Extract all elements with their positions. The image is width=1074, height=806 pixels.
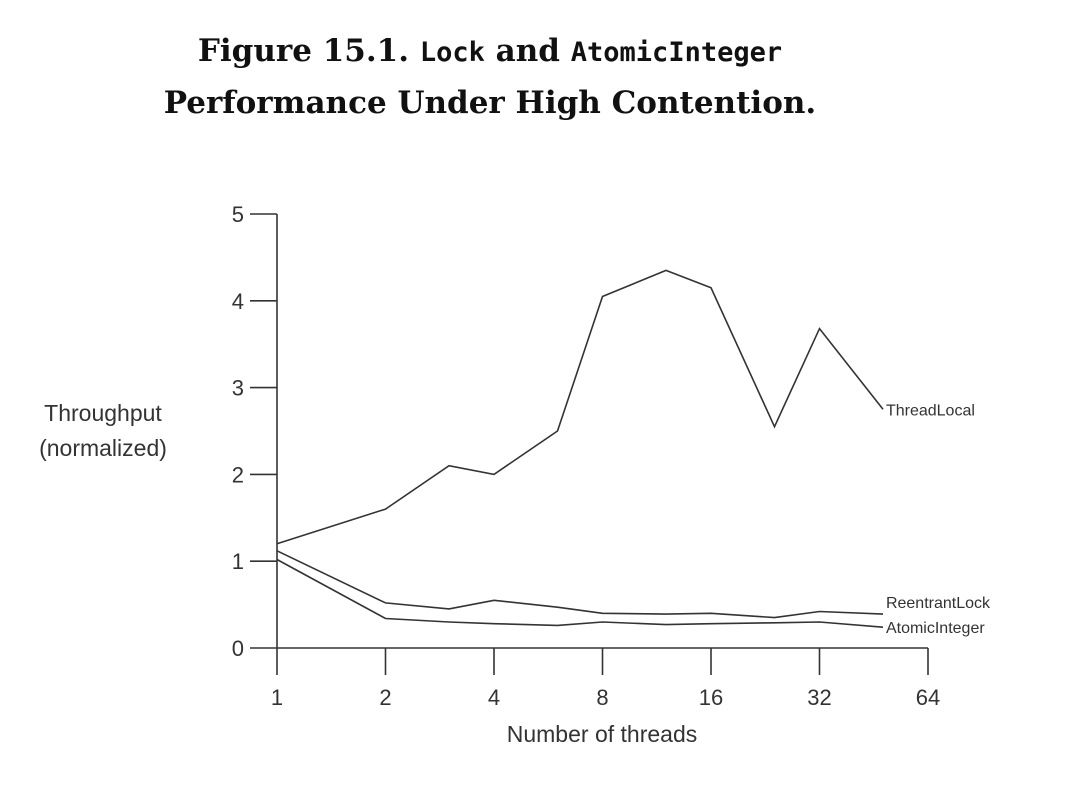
figure-code-atomicinteger: AtomicInteger: [570, 37, 783, 68]
y-axis-label-line-2: (normalized): [39, 435, 167, 461]
y-tick-label: 0: [232, 636, 244, 661]
x-tick-label: 64: [916, 685, 940, 710]
figure-title: Figure 15.1. Lock and AtomicInteger Perf…: [0, 26, 980, 128]
x-tick-label: 16: [699, 685, 723, 710]
chart-axes: [276, 214, 928, 649]
chart-series: ThreadLocal ReentrantLock AtomicInteger: [276, 269, 991, 637]
y-tick-label: 4: [232, 289, 244, 314]
x-axis-label: Number of threads: [507, 721, 697, 747]
figure-title-line-1: Figure 15.1. Lock and AtomicInteger: [0, 26, 980, 78]
x-tick-label: 8: [596, 685, 608, 710]
x-tick-label: 2: [379, 685, 391, 710]
y-axis-label-line-1: Throughput: [44, 400, 162, 426]
series-label-reentrantlock: ReentrantLock: [886, 595, 991, 612]
y-tick-label: 1: [232, 549, 244, 574]
figure-code-lock: Lock: [419, 37, 485, 68]
figure-number: Figure 15.1.: [197, 33, 410, 69]
y-tick-label: 5: [232, 202, 244, 227]
series-label-atomicinteger: AtomicInteger: [886, 620, 985, 637]
y-tick-label: 3: [232, 376, 244, 401]
series-line-atomicinteger: [276, 558, 884, 628]
figure-title-and: and: [495, 33, 560, 69]
series-label-threadlocal: ThreadLocal: [886, 402, 975, 419]
y-tick-label: 2: [232, 462, 244, 487]
chart-ticks: 0 1 2 3 4 5 1 2 4 8 16 32 64: [232, 202, 940, 710]
figure-title-line-2: Performance Under High Contention.: [163, 85, 817, 121]
x-tick-label: 32: [807, 685, 831, 710]
series-line-threadlocal: [276, 269, 884, 545]
x-tick-label: 1: [271, 685, 283, 710]
x-tick-label: 4: [488, 685, 500, 710]
series-line-reentrantlock: [276, 550, 884, 619]
